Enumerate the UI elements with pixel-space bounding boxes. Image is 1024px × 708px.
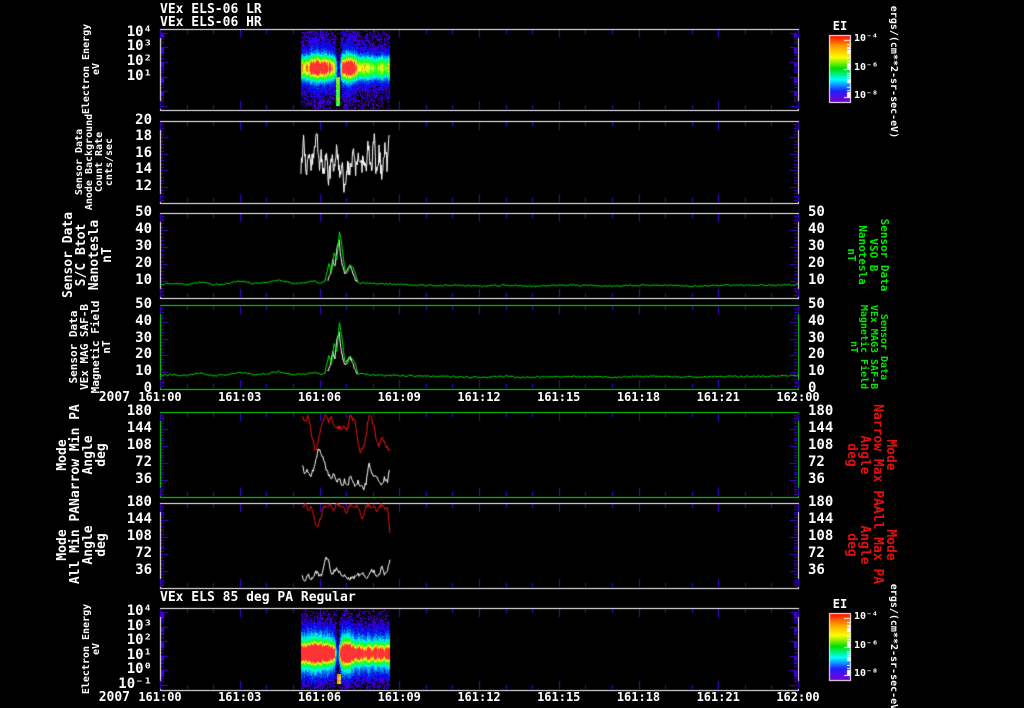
y-tick-label-right: 108 <box>808 528 834 544</box>
y-tick-label: 144 <box>126 420 152 436</box>
year-label-bottom: 2007 <box>98 690 130 705</box>
ylabel-electron-energy-top: Electron Energy eV <box>81 23 102 115</box>
time-tick-label: 161:00 <box>138 390 182 404</box>
time-tick-label: 161:03 <box>218 390 262 404</box>
y-tick-label: 30 <box>135 238 152 254</box>
y-tick-label-right: 36 <box>808 562 825 578</box>
y-tick-label: 10 <box>135 272 152 288</box>
time-tick-label: 161:12 <box>457 690 501 704</box>
time-tick-label: 161:06 <box>297 690 342 704</box>
y-tick-label: 12 <box>135 177 152 194</box>
y-tick-label-right: 72 <box>808 545 825 561</box>
y-tick-label-right: 180 <box>808 403 834 419</box>
y-tick-label-right: 50 <box>808 204 825 220</box>
y-tick-label-right: 50 <box>808 296 825 312</box>
y-tick-label: 72 <box>135 454 152 470</box>
colorbar-tick-label: 10⁻⁸ <box>854 90 879 102</box>
time-tick-label: 162:00 <box>776 390 820 404</box>
time-tick-label: 161:09 <box>377 390 421 404</box>
panel1-title-line2: VEx ELS-06 HR <box>160 15 262 30</box>
y-tick-label-right: 36 <box>808 471 825 487</box>
colorbar-tick-label: 10⁻⁶ <box>854 639 879 651</box>
y-tick-label: 10⁴ <box>126 23 152 40</box>
y-tick-label-right: 0 <box>808 380 817 396</box>
panel1-title-line1: VEx ELS-06 LR <box>160 2 262 17</box>
y-tick-label: 40 <box>135 312 152 329</box>
y-tick-label: 108 <box>126 437 152 453</box>
y-tick-label-right: 20 <box>808 255 825 271</box>
y-tick-label: 108 <box>126 528 152 544</box>
year-label-mid: 2007 <box>98 390 130 405</box>
y-tick-label: 10⁰ <box>126 661 152 678</box>
y-tick-label: 36 <box>135 471 152 487</box>
y-tick-label: 40 <box>135 221 152 237</box>
y-tick-label: 30 <box>135 329 152 346</box>
time-tick-label: 161:21 <box>696 390 740 404</box>
y-tick-label: 180 <box>126 403 152 419</box>
y-tick-label: 10⁻¹ <box>118 675 152 692</box>
colorbar-tick-label: 10⁻⁴ <box>854 32 879 44</box>
y-tick-label: 10¹ <box>126 67 152 84</box>
y-tick-label: 20 <box>135 255 152 271</box>
y-tick-label: 10³ <box>126 617 152 634</box>
y-tick-label-right: 40 <box>808 221 825 237</box>
y-tick-label: 144 <box>126 511 152 527</box>
time-tick-label: 161:21 <box>696 690 740 704</box>
time-tick-label: 161:06 <box>297 390 342 404</box>
y-tick-label-right: 144 <box>808 511 834 527</box>
y-tick-label-right: 72 <box>808 454 825 470</box>
ylabel-all-min-pa: Mode All Min PA Angle deg <box>55 505 109 585</box>
time-tick-label: 161:03 <box>218 690 262 704</box>
y-tick-label: 10² <box>126 53 152 69</box>
y-tick-label: 180 <box>126 494 152 510</box>
ylabel-electron-energy-bottom: Electron Energy eV <box>81 603 102 695</box>
y-tick-label: 16 <box>135 144 152 161</box>
colorbar-tick-label: 10⁻⁶ <box>854 61 879 73</box>
y-tick-label-right: 40 <box>808 312 825 329</box>
y-tick-label: 0 <box>143 380 152 396</box>
time-tick-label: 161:18 <box>616 390 661 404</box>
y-tick-label-right: 10 <box>808 272 825 288</box>
colorbar-label-top: EI <box>832 19 848 33</box>
y-tick-label: 10⁴ <box>126 603 152 620</box>
colorbar-label-bottom: EI <box>832 597 848 611</box>
y-tick-label-right: 20 <box>808 346 825 363</box>
time-tick-label: 161:12 <box>457 390 501 404</box>
y-tick-label: 10 <box>135 363 152 380</box>
y-tick-label: 10¹ <box>126 646 152 663</box>
y-tick-label: 36 <box>135 562 152 578</box>
y-tick-label: 20 <box>135 346 152 363</box>
y-tick-label: 10³ <box>126 38 152 55</box>
y-tick-label-right: 10 <box>808 363 825 380</box>
y-tick-label-right: 30 <box>808 329 825 346</box>
y-tick-label: 14 <box>135 161 152 178</box>
colorbar-tick-label: 10⁻⁴ <box>854 610 879 622</box>
y-tick-label-right: 180 <box>808 494 834 510</box>
y-tick-label-right: 108 <box>808 437 834 453</box>
y-tick-label: 18 <box>135 128 152 145</box>
colorbar-tick-label: 10⁻⁸ <box>854 668 879 680</box>
time-tick-label: 161:15 <box>537 690 581 704</box>
time-tick-label: 162:00 <box>776 690 820 704</box>
y-tick-label-right: 30 <box>808 238 825 254</box>
y-tick-label-right: 144 <box>808 420 834 436</box>
panel7-title: VEx ELS 85 deg PA Regular <box>160 590 356 605</box>
time-tick-label: 161:09 <box>377 690 421 704</box>
y-tick-label: 50 <box>135 296 152 312</box>
y-tick-label: 20 <box>135 112 152 128</box>
time-tick-label: 161:18 <box>616 690 661 704</box>
time-tick-label: 161:15 <box>537 390 581 404</box>
time-tick-label: 161:00 <box>138 690 182 704</box>
y-tick-label: 50 <box>135 204 152 220</box>
y-tick-label: 72 <box>135 545 152 561</box>
ylabel-narrow-min-pa: Mode Narrow Min PA Angle deg <box>55 404 109 506</box>
y-tick-label: 10² <box>126 632 152 649</box>
